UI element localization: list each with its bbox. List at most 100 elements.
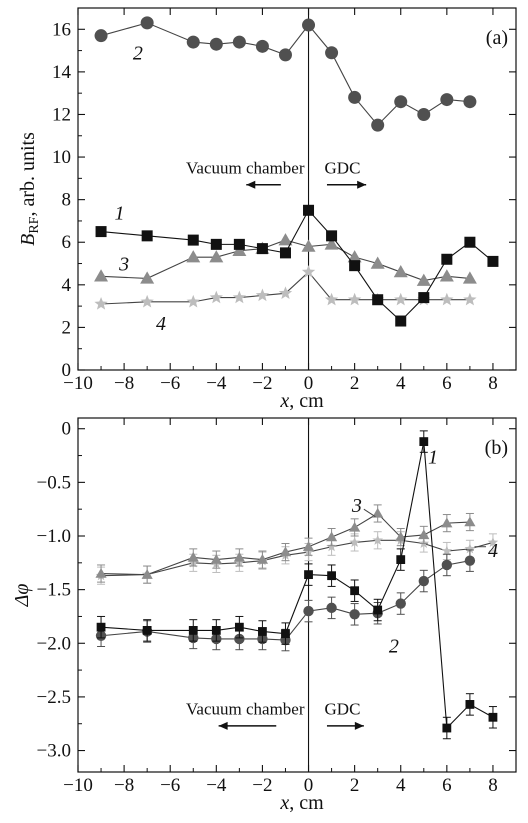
panel-a-series-4-point [186, 294, 200, 308]
panel-a-series-2-point [325, 46, 339, 60]
panel-b-series-3-label: 3 [351, 495, 362, 517]
panel-b-series-2-point [395, 598, 406, 609]
panel-b-series-1-point [211, 626, 221, 635]
panel-b-vacuum-chamber-label: Vacuum chamber [186, 700, 305, 719]
panel-a-series-2-point [209, 37, 223, 51]
panel-a-series-4-point [94, 296, 108, 310]
panel-b-series-2-point [441, 559, 453, 571]
panel-b-x-tick-label: −10 [63, 775, 93, 796]
panel-b-series-1-point [396, 555, 406, 564]
panel-a-frame [77, 7, 517, 371]
panel-b-x-tick-label: −4 [206, 775, 227, 796]
panel-a-series-4-point [301, 265, 316, 278]
panel-b-y-axis-label: Δφ [11, 584, 33, 608]
panel-b-series-3-point [418, 529, 430, 540]
panel-b-series-1-point [327, 571, 336, 581]
panel-b-x-tick-label: 6 [442, 775, 452, 796]
panel-b-frame [77, 417, 517, 773]
panel-b-x-tick-label: 8 [488, 775, 498, 796]
panel-a-series-4-label: 4 [156, 313, 166, 335]
panel-b-series-1-point [281, 629, 290, 639]
panel-b-series-4-label: 4 [488, 540, 498, 562]
panel-a-y-tick-label: 16 [52, 19, 71, 40]
panel-b-series-1-point [304, 570, 313, 580]
panel-a-series-3-point [462, 271, 477, 284]
panel-b-series-4-line [101, 539, 494, 577]
panel-b-series-1-point [188, 626, 198, 635]
panel-a-x-tick-label: 6 [442, 373, 452, 394]
panel-a-x-tick-label: −2 [252, 373, 272, 394]
panel-a-series-1: 1 [95, 202, 499, 327]
panel-b-series-1-line [101, 441, 494, 730]
panel-b-series-3-point [441, 517, 453, 528]
panel-b-series-4-point [441, 545, 453, 556]
panel-a-x-tick-label: 2 [350, 373, 360, 394]
panel-b-series-3-point [325, 531, 338, 542]
panel-a-series-2-point [140, 16, 154, 30]
panel-a-series-2-point [440, 93, 454, 107]
panel-b-series-4-point [326, 541, 337, 552]
panel-a-series-1-point [256, 243, 268, 255]
panel-b-series-1-point [442, 723, 452, 733]
panel-a-series-1-point [210, 238, 222, 250]
panel-b-series-1-point [258, 627, 267, 636]
panel-b-series-1-point [142, 626, 152, 635]
panel-b-series-3: 3 [95, 495, 476, 584]
panel-a-series-2-point [371, 118, 385, 132]
panel-a-series-4-point [394, 292, 408, 306]
panel-a-series-3-point [416, 273, 431, 286]
panel-b-y-tick-label: −2.5 [37, 687, 71, 708]
panel-a-series-1-point [349, 260, 361, 272]
panel-b-series-2-point [234, 633, 245, 645]
panel-b-series-2-label: 2 [389, 635, 399, 657]
panel-a-vacuum-chamber-label: Vacuum chamber [186, 159, 305, 178]
panel-a-series-1-point [95, 226, 107, 238]
panel-b-right-arrow-head [354, 721, 364, 730]
panel-b-series-3-point [349, 521, 361, 532]
panel-a-series-2-line [100, 22, 470, 126]
panel-b-x-tick-label: 0 [304, 775, 314, 796]
panel-a-series-4-point [140, 294, 154, 308]
panel-a-series-2-point [302, 18, 316, 32]
panel-b-series-3-point [395, 531, 407, 542]
panel-b-series-2-point [326, 602, 337, 614]
panel-b-series-1: 1 [96, 430, 498, 740]
panel-a-series-2-point [463, 95, 477, 109]
panel-b-series-4-point [464, 543, 476, 554]
panel-b-gdc-label: GDC [325, 700, 361, 719]
panel-a-series-1-point [372, 294, 384, 306]
panel-b-series-3-point [210, 554, 222, 564]
panel-a-series-2-point [255, 39, 269, 53]
panel-a-series-4-point [232, 290, 247, 304]
panel-a-series-3-point [140, 271, 155, 284]
panel-a-series-3-point [186, 250, 201, 263]
panel-b-x-tick-label: 4 [396, 775, 406, 796]
panel-a-series-3-point [393, 265, 408, 278]
panel-a-y-tick-label: 10 [52, 147, 71, 168]
panel-a-series-3-point [347, 250, 362, 263]
panel-b-series-1-point [419, 437, 429, 446]
panel-b-y-tick-label: −0.5 [37, 472, 71, 493]
panel-b-y-tick-label: −2.0 [37, 633, 71, 654]
panel-a-series-1-point [326, 230, 338, 242]
panel-a-series-1-point [303, 204, 315, 216]
panel-a-y-tick-label: 6 [62, 232, 72, 253]
panel-b-series-2-point [303, 605, 314, 617]
panel-b-y-tick-label: −1.0 [37, 526, 71, 547]
panel-b-series-3-pointer [363, 508, 376, 518]
panel-b-x-axis-label: x, cm [279, 792, 324, 814]
panel-a-series-3-line [101, 239, 470, 282]
panel-a-series-1-point [441, 253, 453, 265]
panel-a-x-tick-label: −4 [206, 373, 227, 394]
panel-b-series-1-point [234, 622, 244, 632]
panel-b-series-3-point [279, 546, 292, 557]
panel-b-series-4-point [349, 536, 360, 547]
panel-a-y-tick-label: 0 [62, 360, 72, 381]
panel-a-series-2-point [348, 90, 362, 104]
panel-a-left-arrow-head [246, 180, 256, 189]
panel-a-series-4-point [209, 290, 223, 304]
panel-b: −10 −8 −6 −4 −2 0 2 4 6 8 0 −0.5 −1.0 −1.5 −2.0 −2.5 −3.… [11, 417, 517, 814]
panel-a-series-1-point [141, 230, 153, 242]
